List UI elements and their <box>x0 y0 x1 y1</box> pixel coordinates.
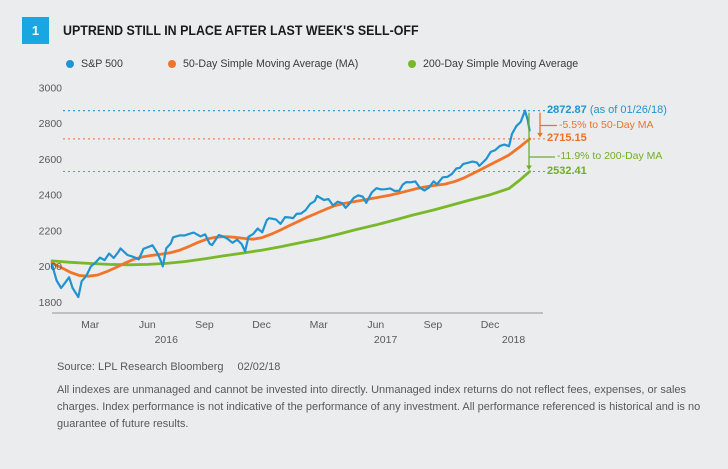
chart-legend: S&P 500 50-Day Simple Moving Average (MA… <box>0 57 728 71</box>
legend-item-sp500: S&P 500 <box>66 57 124 71</box>
annotation-peak-value: 2872.87 (as of 01/26/18) <box>547 104 667 116</box>
svg-text:Dec: Dec <box>252 319 271 331</box>
disclaimer-text: All indexes are unmanaged and cannot be … <box>57 384 701 430</box>
svg-text:2400: 2400 <box>39 190 63 202</box>
svg-text:3000: 3000 <box>39 83 63 95</box>
svg-text:2800: 2800 <box>39 118 63 130</box>
svg-text:2016: 2016 <box>155 334 179 346</box>
svg-text:2000: 2000 <box>39 261 63 273</box>
legend-label-sp500: S&P 500 <box>81 58 123 70</box>
ma200-dot-icon <box>408 60 416 68</box>
annotation-pct-to-50dma: -5.5% to 50-Day MA <box>559 119 654 131</box>
figure-number-badge: 1 <box>22 17 49 44</box>
source-text: Source: LPL Research Bloomberg <box>57 361 224 373</box>
sp500-dot-icon <box>66 60 74 68</box>
svg-text:Jun: Jun <box>367 319 384 331</box>
source-line: Source: LPL Research Bloomberg 02/02/18 <box>57 361 280 373</box>
svg-text:Dec: Dec <box>481 319 500 331</box>
svg-text:2200: 2200 <box>39 225 63 237</box>
svg-text:2018: 2018 <box>502 334 526 346</box>
figure-number: 1 <box>31 23 40 38</box>
svg-text:2600: 2600 <box>39 154 63 166</box>
legend-label-200dma: 200-Day Simple Moving Average <box>423 58 579 70</box>
legend-item-50dma: 50-Day Simple Moving Average (MA) <box>168 57 364 71</box>
annotation-pct-to-200dma: -11.9% to 200-Day MA <box>557 150 663 162</box>
svg-text:Mar: Mar <box>310 319 329 331</box>
svg-text:Sep: Sep <box>424 319 443 331</box>
annotation-200dma-value: 2532.41 <box>547 165 587 177</box>
source-date: 02/02/18 <box>237 361 281 373</box>
svg-text:1800: 1800 <box>39 297 63 309</box>
svg-text:Sep: Sep <box>195 319 214 331</box>
chart-title: UPTREND STILL IN PLACE AFTER LAST WEEK'S… <box>63 23 419 38</box>
svg-text:2017: 2017 <box>374 334 398 346</box>
svg-text:Jun: Jun <box>139 319 156 331</box>
svg-text:Mar: Mar <box>81 319 100 331</box>
annotation-50dma-value: 2715.15 <box>547 132 587 144</box>
legend-item-200dma: 200-Day Simple Moving Average <box>408 57 583 71</box>
legend-label-50dma: 50-Day Simple Moving Average (MA) <box>183 58 359 70</box>
ma50-dot-icon <box>168 60 176 68</box>
